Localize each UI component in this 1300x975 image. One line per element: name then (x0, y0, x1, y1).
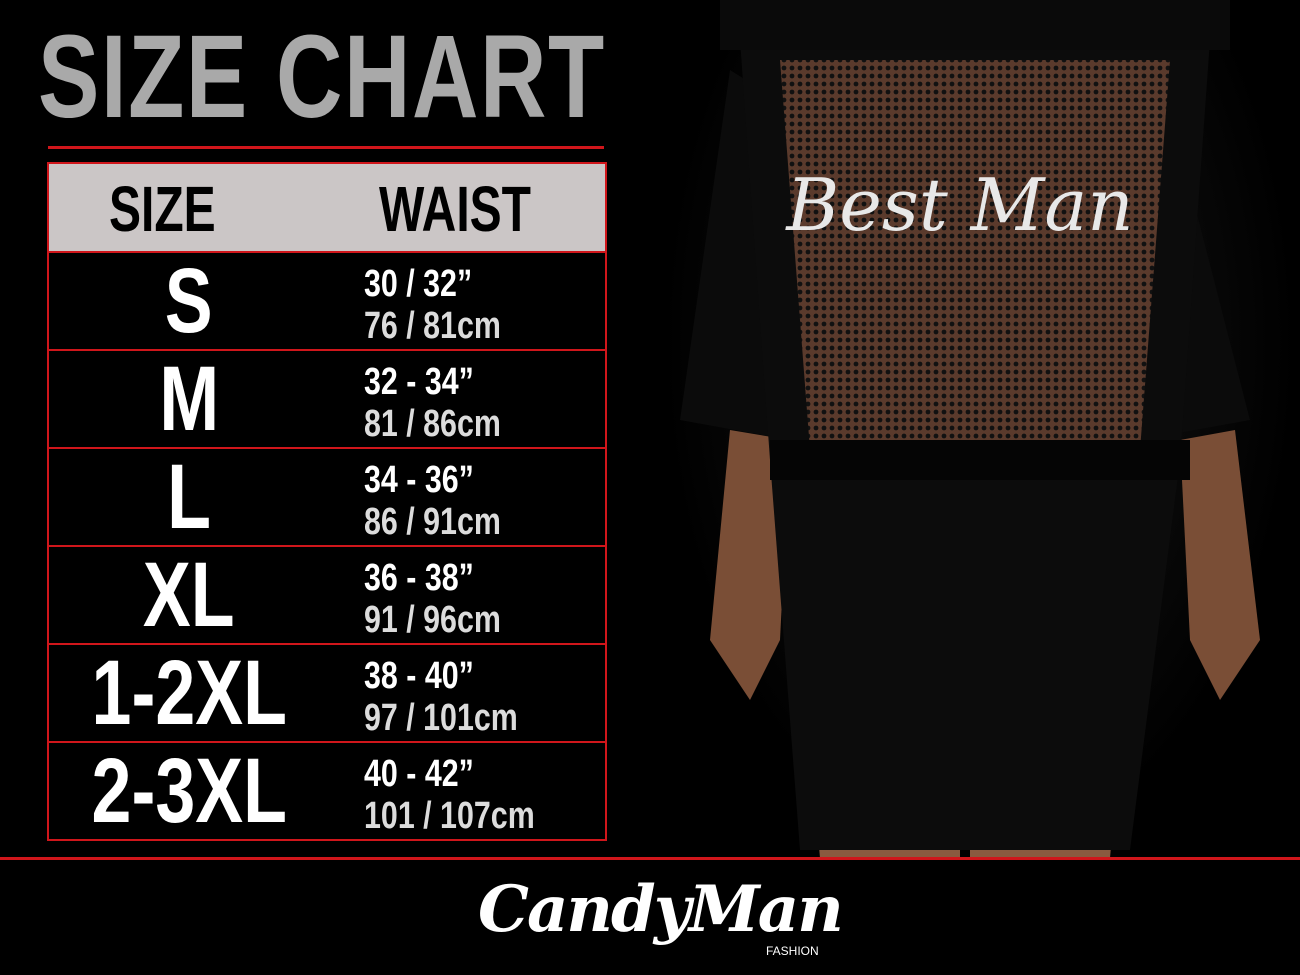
size-label: 1-2XL (91, 641, 287, 744)
table-row: S 30 / 32” 76 / 81cm (49, 250, 605, 352)
table-row: L 34 - 36” 86 / 91cm (49, 446, 605, 548)
waist-cm: 86 / 91cm (364, 501, 501, 543)
waist-inches: 38 - 40” (364, 655, 474, 697)
waist-inches: 34 - 36” (364, 459, 474, 501)
waist-inches: 36 - 38” (364, 557, 474, 599)
size-label: L (167, 445, 211, 548)
waist-inches: 32 - 34” (364, 361, 474, 403)
waist-cm: 97 / 101cm (364, 697, 518, 739)
table-row: 1-2XL 38 - 40” 97 / 101cm (49, 642, 605, 744)
page-title: SIZE CHART (38, 11, 606, 143)
table-row: XL 36 - 38” 91 / 96cm (49, 544, 605, 646)
waist-cm: 81 / 86cm (364, 403, 501, 445)
waist-inches: 40 - 42” (364, 753, 474, 795)
waist-cm: 76 / 81cm (364, 305, 501, 347)
table-row: M 32 - 34” 81 / 86cm (49, 348, 605, 450)
size-table: SIZE WAIST S 30 / 32” 76 / 81cm M 32 - 34” 8… (47, 162, 607, 842)
table-row: 2-3XL 40 - 42” 101 / 107cm (49, 740, 605, 842)
size-label: XL (143, 543, 235, 646)
brand-logo: CandyMan (478, 872, 844, 947)
waist-inches: 30 / 32” (364, 263, 473, 305)
header-waist: WAIST (379, 173, 531, 245)
size-label: M (159, 347, 219, 450)
header-size: SIZE (109, 173, 216, 245)
brand-logo-sub: FASHION (766, 944, 819, 958)
product-photo: Best Man (660, 0, 1300, 858)
table-header: SIZE WAIST (49, 164, 605, 253)
title-divider (48, 146, 604, 149)
waist-cm: 101 / 107cm (364, 795, 535, 837)
footer-divider (0, 857, 1300, 860)
garment-print: Best Man (784, 163, 1133, 247)
size-label: 2-3XL (91, 739, 287, 842)
waist-cm: 91 / 96cm (364, 599, 501, 641)
robe-illustration: Best Man (680, 0, 1260, 858)
size-label: S (165, 249, 213, 352)
